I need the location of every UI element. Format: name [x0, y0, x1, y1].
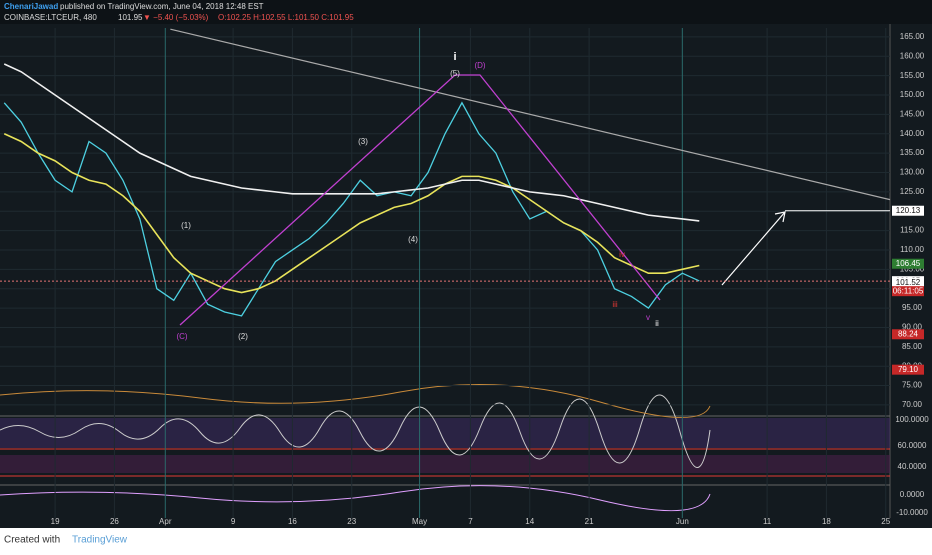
last-price: 101.95	[118, 13, 143, 22]
price-tag	[892, 258, 924, 269]
y-tick-label: 70.00	[902, 400, 923, 409]
y-tick-label: 125.00	[900, 187, 925, 196]
wave-label: ii	[655, 319, 659, 328]
trendline	[170, 28, 891, 201]
x-tick-label: 25	[881, 517, 890, 526]
wave-label: (1)	[181, 221, 191, 230]
wave-path	[179, 74, 661, 326]
change: ▼ −5.40 (−5.03%)	[143, 13, 209, 22]
y-tick-label: 90.00	[902, 323, 923, 332]
y-tick-label: 140.00	[900, 129, 925, 138]
y-tick-label: 145.00	[900, 109, 925, 118]
y-tick-label: 135.00	[900, 148, 925, 157]
x-tick-label: 18	[822, 517, 831, 526]
x-tick-label: 21	[585, 517, 594, 526]
macd-line	[0, 485, 711, 512]
wave-label: iv	[619, 250, 625, 259]
indicator-label: 60.0000	[898, 441, 927, 450]
x-tick-label: 19	[51, 517, 60, 526]
y-tick-label: 150.00	[900, 90, 925, 99]
y-tick-label: 165.00	[900, 32, 925, 41]
countdown: 06:11:05	[893, 286, 924, 295]
indicator-label: 100.0000	[895, 415, 929, 424]
indicator-label: -10.0000	[896, 508, 928, 517]
footer-text: Created with	[4, 535, 60, 546]
x-tick-label: May	[412, 517, 427, 526]
indicator-label: 40.0000	[898, 462, 927, 471]
x-tick-label: 7	[468, 517, 473, 526]
x-tick-label: Jun	[676, 517, 689, 526]
wave-label: (2)	[238, 332, 248, 341]
y-tick-label: 160.00	[900, 51, 925, 60]
wave-label: i	[453, 51, 456, 63]
price-line	[3, 101, 700, 317]
x-tick-label: Apr	[159, 517, 172, 526]
y-tick-label: 110.00	[900, 245, 924, 254]
x-tick-label: 16	[288, 517, 297, 526]
y-tick-label: 75.00	[902, 381, 923, 390]
price-tag-label: 88.24	[898, 329, 919, 338]
symbol: COINBASE:LTCEUR, 480	[4, 13, 97, 22]
wave-label: v	[646, 313, 650, 322]
y-tick-label: 155.00	[900, 71, 925, 80]
y-tick-label: 130.00	[900, 168, 925, 177]
y-tick-label: 105.00	[900, 264, 925, 273]
footer-brand: TradingView	[72, 535, 128, 546]
price-line	[3, 133, 700, 294]
x-tick-label: 11	[763, 517, 772, 526]
stoch-band	[0, 455, 890, 473]
volume-ma	[0, 383, 711, 418]
price-tag-label: 79.10	[898, 365, 919, 374]
price-tag	[892, 364, 924, 375]
header-bar	[0, 0, 932, 24]
y-tick-label: 95.00	[902, 303, 923, 312]
stoch-line	[0, 394, 711, 468]
price-tag	[892, 205, 924, 216]
price-line	[3, 63, 700, 222]
price-tag-label: 101.52	[896, 278, 921, 287]
footer	[0, 528, 932, 550]
x-tick-label: 14	[525, 517, 534, 526]
y-tick-label: 85.00	[902, 342, 923, 351]
price-tag	[892, 329, 924, 340]
price-tag	[892, 277, 924, 288]
x-tick-label: 26	[110, 517, 119, 526]
price-tag-label: 106.45	[896, 259, 921, 268]
wave-label: (5)	[450, 69, 460, 78]
wave-label: (4)	[408, 235, 418, 244]
wave-label: (D)	[474, 61, 485, 70]
y-tick-label: 115.00	[900, 226, 924, 235]
ohlc: O:102.25 H:102.55 L:101.50 C:101.95	[218, 13, 354, 22]
wave-label: (C)	[176, 332, 187, 341]
rsi-band	[0, 418, 890, 448]
published: published on TradingView.com, June 04, 2…	[60, 2, 264, 11]
x-tick-label: 9	[231, 517, 236, 526]
wave-label: (3)	[358, 137, 368, 146]
wave-label: iii	[612, 300, 618, 309]
price-tag-label: 120.13	[896, 206, 921, 215]
arrow	[721, 211, 786, 286]
indicator-label: 0.0000	[900, 490, 925, 499]
author: ChenariJawad	[4, 2, 58, 11]
countdown-box	[892, 286, 924, 297]
arrow-head	[774, 211, 786, 223]
x-tick-label: 23	[347, 517, 356, 526]
